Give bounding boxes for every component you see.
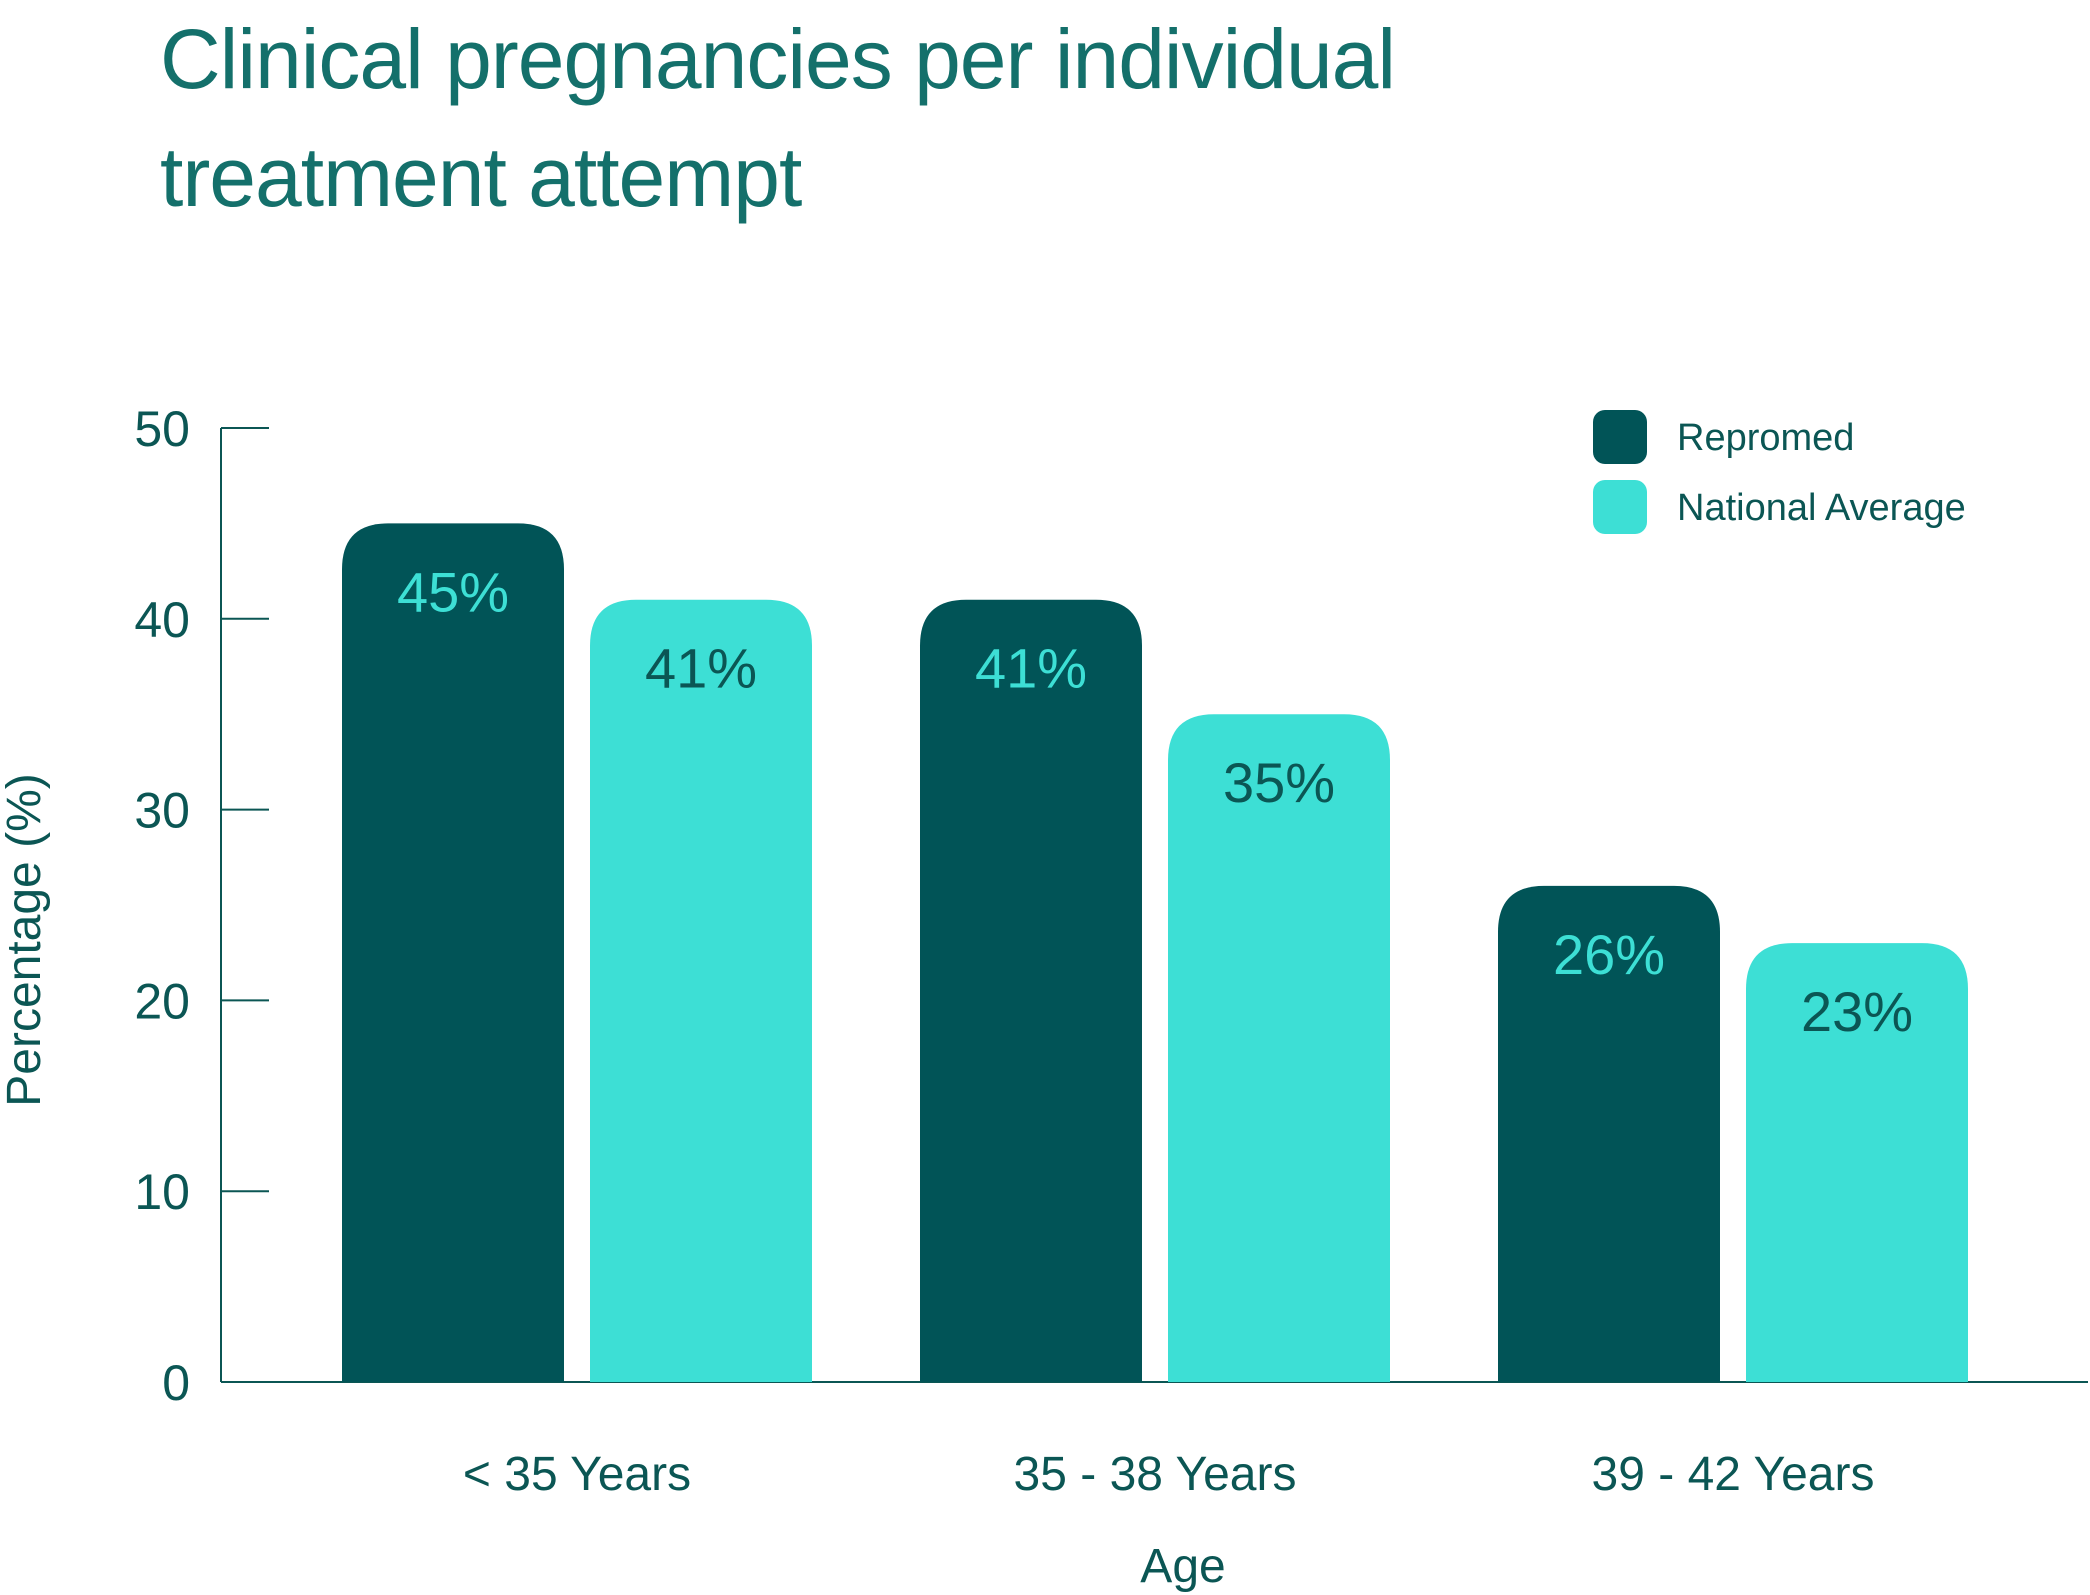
legend-swatch xyxy=(1593,410,1647,464)
bar-value-label: 35% xyxy=(1223,751,1335,814)
y-tick-label: 10 xyxy=(134,1164,190,1220)
y-tick-label: 30 xyxy=(134,783,190,839)
y-tick-label: 50 xyxy=(134,401,190,457)
y-tick-label: 20 xyxy=(134,973,190,1029)
x-tick-label: 35 - 38 Years xyxy=(1014,1448,1297,1501)
bar xyxy=(1746,943,1968,1382)
bars: 45% 41% 41% 35% 26% 23% xyxy=(342,523,1968,1382)
y-tick-label: 0 xyxy=(162,1355,190,1411)
bar-value-label: 41% xyxy=(645,637,757,700)
bar-value-label: 41% xyxy=(975,637,1087,700)
bar xyxy=(1168,714,1390,1382)
legend: Repromed National Average xyxy=(1593,410,1966,534)
legend-label: Repromed xyxy=(1677,417,1854,459)
legend-label: National Average xyxy=(1677,487,1966,529)
x-axis-title: Age xyxy=(1140,1540,1225,1593)
bar xyxy=(342,523,564,1382)
bar-value-label: 26% xyxy=(1553,923,1665,986)
chart-title: Clinical pregnancies per individual trea… xyxy=(160,12,1396,224)
x-axis: < 35 Years 35 - 38 Years 39 - 42 Years xyxy=(221,1381,2088,1501)
y-tick-label: 40 xyxy=(134,592,190,648)
bar xyxy=(590,599,812,1382)
bar-value-label: 45% xyxy=(397,560,509,623)
legend-swatch xyxy=(1593,480,1647,534)
x-tick-label: < 35 Years xyxy=(463,1448,691,1501)
bar-value-label: 23% xyxy=(1801,980,1913,1043)
y-axis-title: Percentage (%) xyxy=(0,773,51,1107)
y-axis: 0 10 20 30 40 50 xyxy=(134,401,269,1411)
bar xyxy=(920,599,1142,1382)
x-tick-label: 39 - 42 Years xyxy=(1592,1448,1875,1501)
bar xyxy=(1498,885,1720,1382)
